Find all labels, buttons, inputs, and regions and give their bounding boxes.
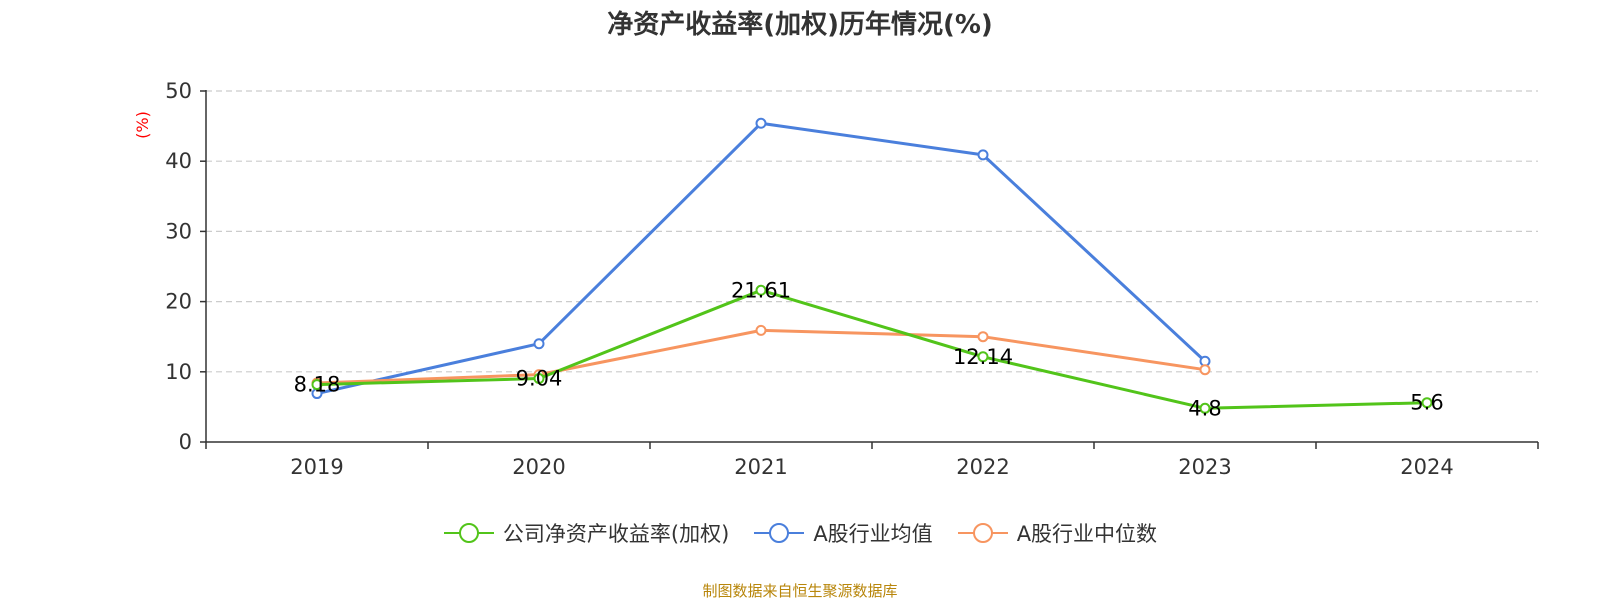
legend-label: A股行业中位数 (1016, 522, 1158, 546)
legend-item[interactable]: 公司净资产收益率(加权) (443, 518, 729, 548)
data-point (977, 331, 989, 343)
data-point (755, 284, 767, 296)
series-line-0 (316, 288, 1428, 410)
x-tick-label: 2020 (512, 455, 565, 479)
series-line-1 (316, 121, 1207, 396)
series-line-2 (316, 328, 1206, 385)
legend: 公司净资产收益率(加权) A股行业均值 A股行业中位数 (0, 518, 1600, 548)
data-point (1199, 364, 1211, 376)
legend-label: A股行业均值 (813, 522, 933, 546)
x-tick-label: 2023 (1178, 455, 1231, 479)
legend-item[interactable]: A股行业均值 (753, 518, 933, 548)
y-axis-label: (%) (133, 111, 152, 139)
data-label: 8.18 (294, 373, 341, 397)
data-point (311, 379, 323, 391)
x-tick-label: 2019 (290, 455, 343, 479)
data-point (977, 351, 989, 363)
data-point (533, 373, 545, 385)
legend-label: 公司净资产收益率(加权) (502, 522, 730, 546)
y-tick-label: 30 (165, 219, 192, 243)
axis-layer: 0 10 20 30 40 50 (%) 2019 2020 2021 2022 2023 2024 (133, 79, 1539, 479)
y-tick-label: 40 (165, 149, 192, 173)
grid-layer (206, 90, 1538, 373)
legend-item[interactable]: A股行业中位数 (957, 518, 1157, 548)
data-point (1199, 402, 1211, 414)
x-tick-label: 2024 (1400, 455, 1453, 479)
y-tick-label: 20 (165, 290, 192, 314)
y-tick-label: 0 (179, 430, 192, 454)
data-label: 9.04 (516, 367, 563, 391)
data-point (755, 324, 767, 336)
data-label: 21.61 (731, 278, 791, 302)
data-label: 4.8 (1188, 396, 1221, 420)
source-note: 制图数据来自恒生聚源数据库 (702, 582, 898, 600)
data-label: 12.14 (953, 345, 1013, 369)
data-point (755, 117, 767, 129)
label-layer: 8.18 9.04 21.61 12.14 4.8 5.6 (294, 278, 1444, 420)
x-tick-label: 2022 (956, 455, 1009, 479)
data-point (533, 338, 545, 350)
legend-line-circle-icon (754, 523, 805, 543)
series-layer (311, 117, 1433, 414)
chart-title: 净资产收益率(加权)历年情况(%) (607, 10, 993, 40)
data-label: 5.6 (1410, 391, 1443, 415)
x-tick-label: 2021 (734, 455, 787, 479)
y-tick-label: 50 (165, 79, 192, 103)
legend-line-circle-icon (957, 523, 1008, 543)
y-tick-label: 10 (165, 360, 192, 384)
legend-line-circle-icon (443, 523, 494, 543)
data-point (977, 149, 989, 161)
data-point (1421, 397, 1433, 409)
